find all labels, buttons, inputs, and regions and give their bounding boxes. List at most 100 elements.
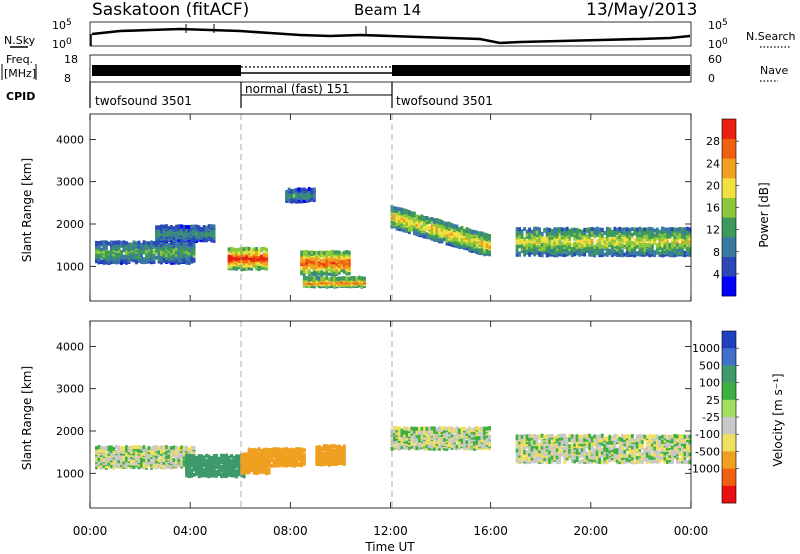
- echo-cell-5: [443, 446, 446, 451]
- echo-cell-7: [618, 231, 622, 236]
- echo-cell-0: [162, 458, 166, 463]
- echo-cell-5: [420, 437, 424, 442]
- echo-cell-7: [625, 253, 629, 258]
- echo-cell-1: [227, 468, 231, 473]
- echo-cell-7: [568, 247, 572, 252]
- echo-cell-6: [545, 440, 549, 445]
- echo-cell-5: [420, 431, 424, 436]
- echo-cell-7: [580, 235, 584, 240]
- echo-cell-7: [515, 238, 519, 243]
- echo-cell-0: [170, 240, 173, 245]
- echo-cell-2: [230, 246, 233, 251]
- echo-cell-5: [468, 431, 471, 436]
- echo-cell-7: [673, 241, 677, 246]
- echo-cell-6: [553, 453, 557, 458]
- echo-cell-6: [568, 455, 572, 460]
- echo-cell-7: [528, 227, 531, 232]
- echo-cell-6: [433, 236, 436, 241]
- echo-cell-6: [550, 440, 554, 445]
- echo-cell-0: [147, 241, 151, 246]
- echo-cell-5: [398, 431, 401, 436]
- echo-cell-1: [177, 238, 181, 243]
- echo-cell-7: [663, 235, 667, 240]
- echo-cell-1: [195, 459, 198, 464]
- echo-cell-5: [405, 431, 409, 436]
- echo-cell-7: [671, 244, 674, 249]
- echo-cell-2: [237, 250, 241, 255]
- echo-cell-6: [540, 448, 544, 453]
- echo-cell-7: [548, 235, 552, 240]
- echo-cell-7: [648, 229, 652, 234]
- echo-cell-3: [247, 447, 251, 452]
- echo-cell-7: [615, 227, 619, 232]
- echo-cell-5: [413, 426, 416, 431]
- echo-cell-6: [408, 227, 411, 232]
- echo-cell-2: [232, 262, 236, 267]
- echo-cell-7: [565, 229, 569, 234]
- echo-cell-3: [312, 251, 316, 255]
- echo-cell-2: [232, 252, 236, 256]
- echo-cell-7: [568, 237, 572, 241]
- echo-cell-5: [395, 443, 399, 448]
- echo-cell-6: [533, 444, 536, 449]
- echo-cell-7: [620, 227, 624, 232]
- echo-cell-2: [227, 264, 231, 268]
- echo-cell-7: [645, 227, 649, 232]
- echo-cell-3: [312, 270, 316, 275]
- echo-cell-4: [340, 446, 344, 450]
- echo-cell-6: [460, 238, 464, 243]
- echo-cell-6: [550, 448, 554, 453]
- echo-cell-7: [610, 233, 614, 238]
- echo-cell-6: [520, 454, 524, 459]
- echo-cell-7: [530, 235, 534, 240]
- echo-cell-1: [207, 464, 211, 469]
- echo-cell-7: [595, 248, 599, 253]
- echo-cell-2: [250, 466, 254, 471]
- echo-cell-3: [302, 461, 306, 466]
- echo-cell-5: [393, 431, 396, 436]
- echo-cell-4: [350, 276, 354, 281]
- echo-cell-0: [140, 242, 143, 247]
- echo-cell-0: [122, 242, 126, 247]
- echo-cell-6: [548, 456, 552, 460]
- echo-cell-5: [445, 446, 449, 451]
- echo-cell-0: [145, 464, 148, 469]
- echo-cell-0: [137, 251, 141, 256]
- echo-cell-5: [400, 445, 404, 450]
- echo-cell-2: [255, 247, 259, 251]
- echo-cell-0: [147, 452, 151, 457]
- echo-cell-0: [162, 464, 166, 469]
- echo-cell-6: [545, 444, 549, 449]
- echo-cell-0: [117, 248, 121, 253]
- echo-cell-3: [330, 249, 334, 254]
- echo-cell-6: [518, 453, 521, 458]
- echo-cell-0: [182, 258, 186, 263]
- echo-cell-7: [588, 246, 592, 251]
- echo-cell-5: [400, 433, 404, 438]
- echo-cell-7: [590, 251, 594, 256]
- echo-cell-4: [317, 445, 321, 450]
- echo-cell-7: [653, 250, 657, 255]
- echo-cell-0: [185, 249, 188, 254]
- echo-cell-7: [673, 247, 677, 252]
- echo-cell-6: [430, 235, 434, 240]
- echo-cell-6: [448, 230, 451, 235]
- echo-cell-6: [453, 227, 456, 231]
- echo-cell-7: [593, 227, 597, 232]
- echo-cell-3: [300, 260, 304, 265]
- echo-cell-4: [330, 460, 334, 464]
- echo-cell-1: [180, 224, 183, 229]
- echo-cell-6: [450, 223, 454, 228]
- echo-cell-7: [515, 245, 519, 250]
- echo-cell-6: [483, 232, 486, 237]
- echo-cell-5: [468, 439, 471, 444]
- echo-cell-0: [97, 461, 101, 466]
- echo-cell-6: [438, 224, 441, 228]
- echo-cell-7: [533, 231, 536, 236]
- echo-cell-3: [330, 253, 334, 258]
- echo-cell-7: [520, 235, 524, 239]
- echo-cell-5: [435, 442, 439, 447]
- echo-cell-6: [393, 221, 396, 226]
- echo-cell-1: [190, 468, 193, 473]
